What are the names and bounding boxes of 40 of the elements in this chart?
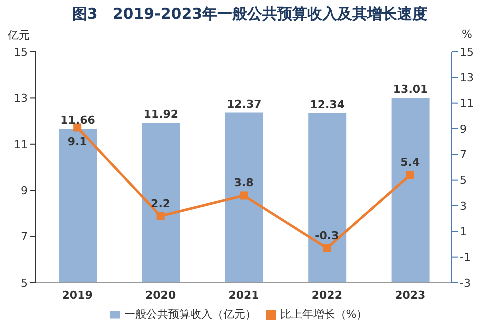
x-tick-label: 2020 [145,288,176,302]
point [323,244,332,252]
y2-axis-title: % [462,28,472,41]
y-axis-title: 亿元 [8,28,30,43]
data-label: 2.2 [151,197,171,210]
y2-tick-label: 15 [460,46,474,59]
y-tick-label: 13 [14,92,28,106]
y2-tick-label: -1 [460,251,471,264]
data-label: 12.37 [227,98,262,111]
point [406,171,414,180]
y2-tick-label: -3 [460,276,471,290]
y2-tick-label: 5 [460,174,467,188]
y-tick-label: 11 [14,138,28,152]
data-label: 13.01 [393,82,428,96]
y-tick-label: 7 [21,230,28,244]
data-label: 11.92 [144,108,179,122]
legend-label: 一般公共预算收入（亿元） [124,308,256,321]
data-label: 11.66 [60,114,96,128]
x-tick-label: 2021 [228,288,260,302]
y2-tick-label: 3 [460,200,467,213]
y2-tick-label: 13 [460,72,474,85]
legend-label: 比上年增长（%） [280,308,368,321]
y2-tick-label: 11 [460,97,474,110]
chart-title: 图3 2019-2023年一般公共预算收入及其增长速度 [71,4,429,24]
y-tick-label: 5 [21,276,28,290]
y-tick-label: 15 [14,46,28,59]
y2-tick-label: 7 [460,148,467,162]
data-label: 12.34 [310,98,346,112]
data-label: 9.1 [68,136,88,149]
y2-tick-label: 1 [460,226,467,239]
point [240,192,248,200]
y2-tick-label: 9 [460,122,467,136]
data-label: -0.3 [315,229,340,242]
point [156,212,165,220]
x-tick-label: 2022 [312,288,343,302]
x-tick-label: 2019 [62,288,93,302]
data-label: 5.4 [400,156,420,170]
y-tick-label: 9 [21,184,28,198]
x-tick-label: 2023 [395,288,426,302]
data-label: 3.8 [234,176,254,190]
